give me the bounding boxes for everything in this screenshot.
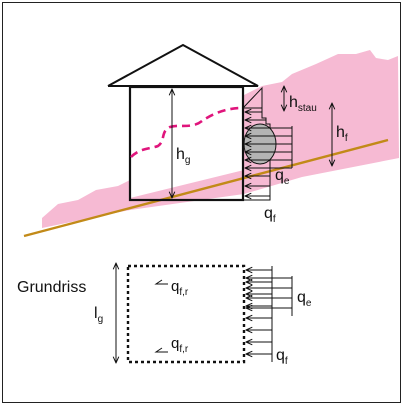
qfr-bottom-label: qf,r <box>171 335 189 355</box>
plan-qf-arrows <box>246 266 273 362</box>
qfr-top-label: qf,r <box>171 278 189 298</box>
flow-surface-line <box>130 106 243 158</box>
house-roof <box>107 43 259 87</box>
debris-flow-area <box>42 50 399 228</box>
plan-friction-arrows <box>154 279 168 353</box>
qe-label-plan: qe <box>297 289 312 309</box>
plan-title: Grundriss <box>17 279 86 296</box>
lg-label: lg <box>94 305 103 325</box>
hg-label: hg <box>176 146 190 166</box>
section-qe-arrows <box>245 126 293 168</box>
section-qf-arrows <box>245 112 270 196</box>
ground-line <box>23 138 389 238</box>
plan-qe-arrows <box>246 276 293 316</box>
plan-outline <box>126 264 246 364</box>
qf-label-plan: qf <box>276 347 288 367</box>
qf-label-section: qf <box>264 205 276 225</box>
stau-triangle <box>242 86 263 109</box>
qe-label-section: qe <box>275 167 290 187</box>
pressure-diagram-outline <box>242 107 271 201</box>
hstau-label: hstau <box>289 94 317 114</box>
hf-label: hf <box>336 124 348 144</box>
